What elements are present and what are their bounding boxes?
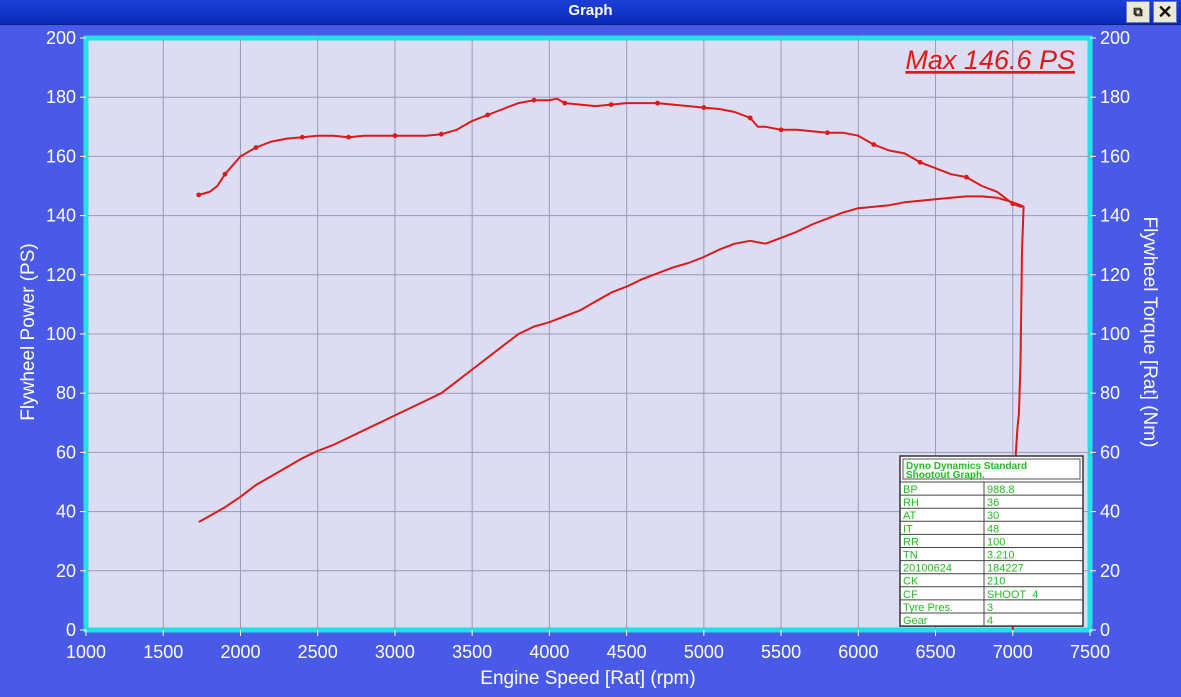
info-table-title: Dyno Dynamics Standard [906,461,1027,472]
info-table-value: 100 [987,536,1005,548]
x-tick-label: 7000 [993,642,1033,662]
y-tick-label-right: 0 [1100,620,1110,640]
x-tick-label: 1500 [143,642,183,662]
data-point [299,134,305,140]
y-tick-label-left: 120 [46,265,76,285]
info-table-key: TN [903,550,918,562]
y-tick-label-left: 160 [46,146,76,166]
data-point [196,192,202,198]
y-tick-label-left: 60 [56,442,76,462]
info-table-value: SHOOT_4 [987,589,1038,601]
data-point [655,100,660,106]
y-tick-label-right: 200 [1100,28,1130,48]
data-point [701,105,707,110]
info-table-key: IT [903,523,913,535]
data-point [346,134,351,140]
restore-button[interactable]: ⧉ [1126,1,1150,23]
y-tick-label-left: 0 [66,620,76,640]
x-tick-label: 3000 [375,642,415,662]
info-table-value: 48 [987,523,999,535]
info-table-value: 210 [987,576,1005,588]
x-tick-label: 7500 [1070,642,1110,662]
y-tick-label-right: 100 [1100,324,1130,344]
info-table-frame [899,455,1084,627]
y-tick-label-right: 140 [1100,206,1130,226]
window-title: Graph [568,2,613,19]
data-point [917,159,923,165]
info-table-key: BP [903,484,918,496]
data-point [222,171,228,177]
data-point [825,130,830,136]
y-tick-label-right: 60 [1100,442,1120,462]
data-point [485,112,490,118]
x-tick-label: 5000 [684,642,724,662]
y-tick-label-right: 160 [1100,146,1130,166]
y-tick-label-left: 20 [56,561,76,581]
data-point [747,115,753,121]
info-table-key: RR [903,536,919,548]
curves [196,97,1025,631]
y-tick-label-left: 40 [56,502,76,522]
close-button[interactable]: ✕ [1153,1,1177,23]
y-axis-label-right: Flywheel Torque [Rat] (Nm) [1139,217,1160,448]
info-table-key: CK [903,576,919,588]
x-tick-label: 1000 [66,642,106,662]
dyno-chart: 1000 1500 2000 2500 3000 3500 4000 4500 5000 5500… [18,28,1160,689]
x-tick-label: 6000 [838,642,878,662]
data-point [531,97,537,103]
y-axis-label-left: Flywheel Power (PS) [18,243,39,420]
info-table-value: 3 [987,602,993,614]
info-table-key: Gear [903,615,928,627]
y-tick-label-left: 180 [46,87,76,107]
info-table-subtitle: Shootout Graph. [906,470,985,481]
data-point [253,145,259,150]
y-tick-label-right: 120 [1100,265,1130,285]
info-table-key: AT [903,510,917,522]
axis-ticks: 1000 1500 2000 2500 3000 3500 4000 4500 5000 5500… [46,28,1130,662]
y-tick-label-left: 80 [56,383,76,403]
info-table-key: Tyre Pres. [903,602,953,614]
data-point [608,102,614,107]
x-tick-label: 2000 [220,642,260,662]
y-tick-label-left: 100 [46,324,76,344]
info-table-header-box [902,458,1081,480]
info-table-value: 184227 [987,563,1024,575]
x-tick-label: 5500 [761,642,801,662]
info-table-value: 30 [987,510,999,522]
x-tick-label: 4000 [529,642,569,662]
info-table-key: CF [903,589,918,601]
info-table-value: 3.210 [987,550,1015,562]
y-tick-label-right: 80 [1100,383,1120,403]
info-table-value: 4 [987,615,993,627]
x-axis-label: Engine Speed [Rat] (rpm) [480,668,695,689]
data-point [438,131,444,137]
window-titlebar: Graph ⧉ ✕ [0,0,1181,25]
x-tick-label: 2500 [298,642,338,662]
y-tick-label-right: 40 [1100,502,1120,522]
data-point [562,100,568,106]
data-point [871,142,877,147]
info-table-key: RH [903,497,919,509]
data-point [392,133,398,139]
data-point [964,174,969,180]
info-table-value: 988.8 [987,484,1015,496]
y-tick-label-right: 20 [1100,561,1120,581]
x-tick-label: 6500 [916,642,956,662]
info-table-key: 20100624 [903,563,952,575]
info-table-value: 36 [987,497,999,509]
y-tick-label-right: 180 [1100,87,1130,107]
max-power-annotation: Max 146.6 PS [905,45,1075,75]
y-tick-label-left: 200 [46,28,76,48]
x-tick-label: 4500 [607,642,647,662]
x-tick-label: 3500 [452,642,492,662]
y-tick-label-left: 140 [46,206,76,226]
series-line-2 [198,195,1025,631]
data-point [778,127,784,133]
series-line-1 [198,97,1022,208]
